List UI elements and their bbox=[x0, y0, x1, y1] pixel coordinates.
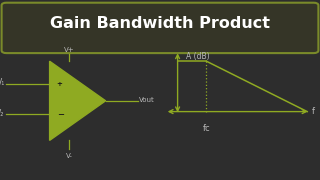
Text: V₂: V₂ bbox=[0, 109, 5, 118]
Text: Vout: Vout bbox=[139, 97, 155, 103]
Text: Gain Bandwidth Product: Gain Bandwidth Product bbox=[50, 16, 270, 31]
Text: fᴄ: fᴄ bbox=[203, 124, 210, 133]
Polygon shape bbox=[50, 61, 106, 140]
Text: f: f bbox=[312, 107, 315, 116]
Text: A (dB): A (dB) bbox=[186, 52, 209, 61]
Text: +: + bbox=[57, 81, 62, 87]
Text: V-: V- bbox=[66, 153, 73, 159]
Text: V₁: V₁ bbox=[0, 78, 5, 87]
Text: −: − bbox=[57, 110, 64, 119]
FancyBboxPatch shape bbox=[2, 3, 318, 53]
Text: V+: V+ bbox=[64, 47, 75, 53]
